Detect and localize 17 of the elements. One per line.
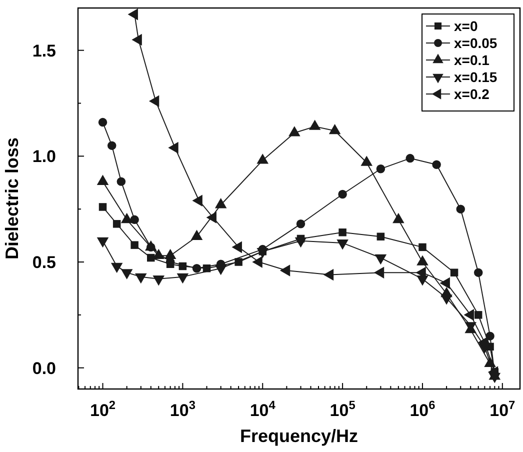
x-tick-label: 10$^{6}$ xyxy=(410,398,436,420)
x-tick-label: 10$^{4}$ xyxy=(250,398,276,420)
legend-label: x=0 xyxy=(454,18,478,34)
y-axis-title: Dielectric loss xyxy=(2,137,22,260)
y-tick-label: 1.5 xyxy=(32,41,56,60)
x-tick-label: 10$^{5}$ xyxy=(330,398,356,420)
x-tick-label: 10$^{3}$ xyxy=(170,398,196,420)
y-tick-label: 1.0 xyxy=(32,147,56,166)
legend-label: x=0.05 xyxy=(454,35,498,51)
x-tick-label: 10$^{7}$ xyxy=(490,398,516,420)
legend-label: x=0.1 xyxy=(454,52,490,68)
x-axis-title: Frequency/Hz xyxy=(240,426,358,446)
legend-label: x=0.15 xyxy=(454,69,498,85)
x-tick-label: 10$^{2}$ xyxy=(90,398,116,420)
y-tick-label: 0.5 xyxy=(32,253,56,272)
legend-label: x=0.2 xyxy=(454,86,490,102)
y-tick-label: 0.0 xyxy=(32,358,56,378)
